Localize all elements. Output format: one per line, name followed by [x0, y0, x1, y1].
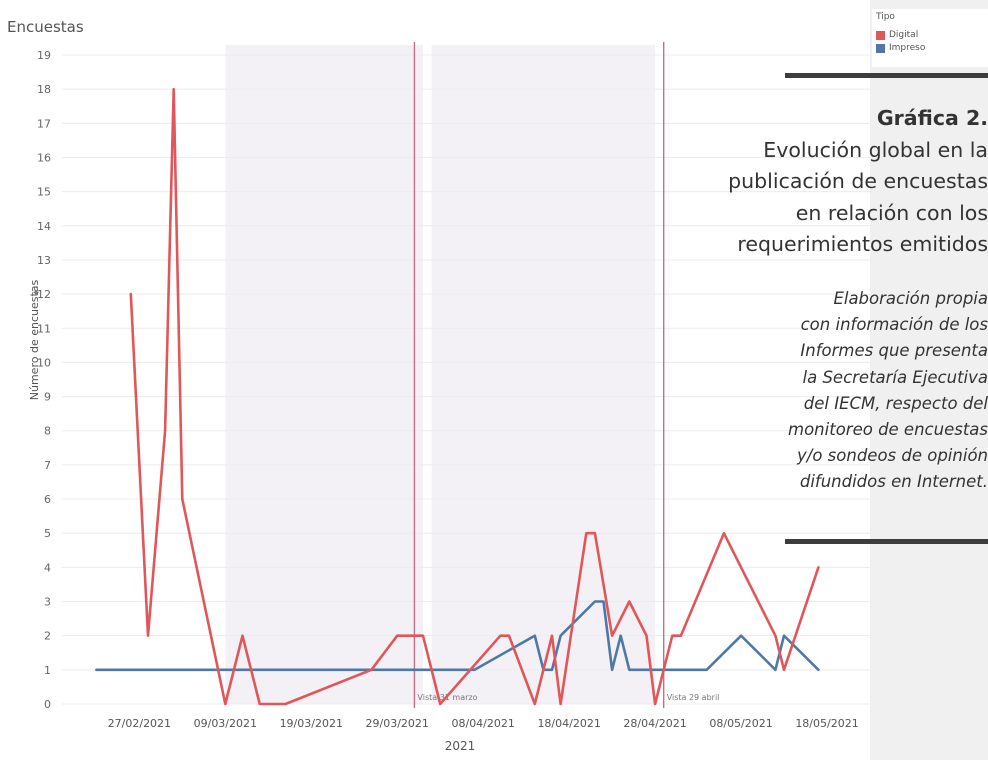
- series-lines: [95, 87, 820, 706]
- caption-source-line: Informes que presenta: [800, 341, 988, 361]
- y-tick-label: 10: [37, 356, 51, 369]
- y-tick-label: 2: [44, 630, 51, 643]
- y-tick-label: 5: [44, 527, 51, 540]
- caption-figure-number: Gráfica 2.: [876, 106, 988, 130]
- caption-source-line: difundidos en Internet.: [799, 472, 988, 492]
- x-tick-label: 08/05/2021: [709, 717, 772, 730]
- caption-source: Elaboración propia con información de lo…: [728, 286, 988, 496]
- y-tick-label: 7: [44, 459, 51, 472]
- legend-title: Tipo: [876, 12, 895, 22]
- x-tick-label: 28/04/2021: [623, 717, 686, 730]
- shaded-bands: [225, 45, 656, 704]
- legend-item-impreso[interactable]: Impreso: [876, 43, 925, 53]
- y-tick-label: 11: [37, 322, 51, 335]
- series-line-digital: [129, 87, 820, 706]
- caption-title-line: requerimientos emitidos: [737, 232, 988, 256]
- caption-source-line: y/o sondeos de opinión: [797, 446, 988, 466]
- y-tick-label: 0: [44, 698, 51, 711]
- impreso-color-swatch: [876, 43, 885, 53]
- x-tick-label: 29/03/2021: [366, 717, 429, 730]
- legend: Tipo Digital Impreso: [872, 9, 988, 67]
- x-tick-label: 19/03/2021: [280, 717, 343, 730]
- y-tick-label: 8: [44, 425, 51, 438]
- y-tick-label: 3: [44, 596, 51, 609]
- y-tick-label: 14: [37, 220, 51, 233]
- caption-title: Gráfica 2. Evolución global en la public…: [628, 103, 988, 261]
- x-tick-label: 09/03/2021: [194, 717, 257, 730]
- pin-icon: ✦: [32, 288, 40, 299]
- reference-line-label: Vista 29 abril: [667, 693, 720, 702]
- caption-source-line: Elaboración propia: [833, 289, 988, 308]
- caption-source-line: con información de los: [800, 315, 988, 335]
- legend-item-label: Impreso: [889, 43, 926, 53]
- caption-bottom-rule: [785, 539, 988, 544]
- y-tick-label: 18: [37, 83, 51, 96]
- digital-color-swatch: [876, 30, 885, 40]
- caption-top-rule: [785, 73, 988, 78]
- y-axis-label: Número de encuestas: [28, 279, 41, 400]
- caption-title-line: publicación de encuestas: [728, 169, 988, 193]
- x-axis-label: 2021: [445, 739, 476, 753]
- x-tick-label: 08/04/2021: [451, 717, 514, 730]
- y-tick-label: 17: [37, 117, 51, 130]
- legend-panel: [870, 0, 988, 760]
- legend-item-digital[interactable]: Digital: [876, 30, 918, 40]
- x-tick-label: 27/02/2021: [108, 717, 171, 730]
- caption-source-line: del IECM, respecto del: [803, 393, 988, 413]
- y-tick-label: 1: [44, 664, 51, 677]
- y-tick-label: 12: [37, 288, 51, 301]
- y-tick-label: 16: [37, 151, 51, 164]
- series-line-impreso: [95, 600, 820, 672]
- y-tick-label: 13: [37, 254, 51, 267]
- caption-title-line: en relación con los: [795, 200, 988, 225]
- caption-source-line: monitoreo de encuestas: [788, 420, 988, 440]
- caption-source-line: la Secretaría Ejecutiva: [802, 367, 988, 387]
- y-tick-label: 4: [44, 561, 51, 574]
- legend-item-label: Digital: [889, 30, 919, 40]
- worksheet-title: Encuestas: [7, 18, 84, 36]
- x-axis-ticks: 27/02/2021 09/03/2021 19/03/2021 29/03/2021…: [108, 717, 859, 730]
- y-tick-label: 9: [44, 391, 51, 404]
- y-tick-label: 15: [37, 186, 51, 199]
- x-tick-label: 18/05/2021: [795, 717, 858, 730]
- shaded-period: [225, 45, 424, 704]
- y-tick-label: 19: [37, 49, 51, 62]
- caption-title-line: Evolución global en la: [763, 137, 988, 162]
- y-tick-label: 6: [44, 493, 51, 506]
- shaded-period: [431, 45, 656, 704]
- x-tick-label: 18/04/2021: [537, 717, 600, 730]
